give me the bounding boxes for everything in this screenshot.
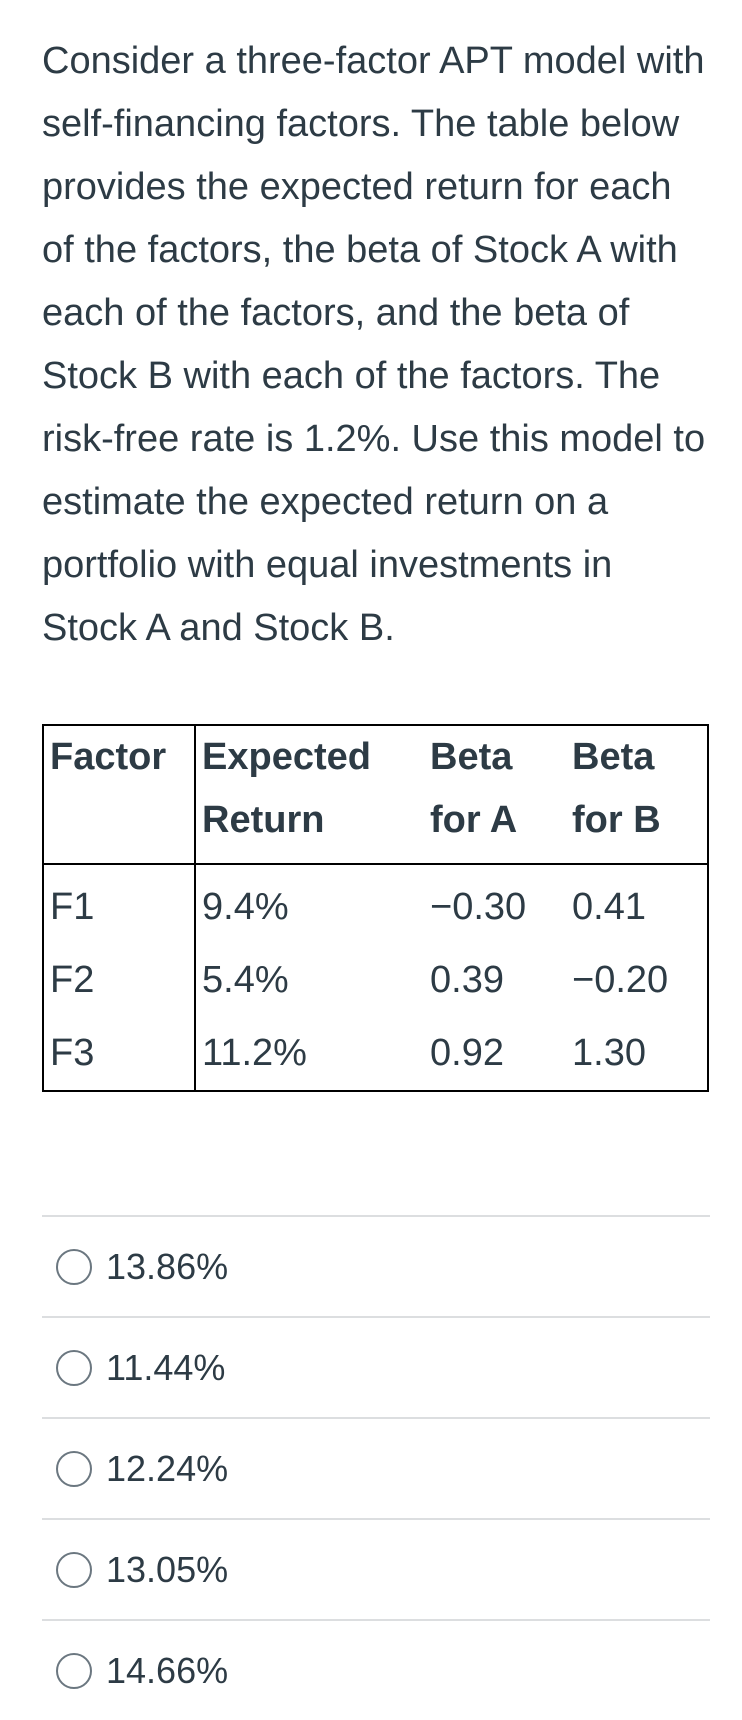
answer-label: 11.44% xyxy=(106,1346,226,1388)
header-factor: Factor xyxy=(43,725,196,865)
header-beta-b: Beta for B xyxy=(566,725,708,865)
cell-expected-return: 5.4% xyxy=(202,959,289,1001)
cell-expected-return: 11.2% xyxy=(202,1032,307,1074)
cell-beta-a: 0.92 xyxy=(430,1032,504,1074)
table-row: F2 5.4% 0.39 −0.20 xyxy=(43,944,708,1017)
cell-factor: F1 xyxy=(43,864,196,944)
cell-expected-return: 9.4% xyxy=(202,886,289,928)
header-expected-return: Expected Return xyxy=(195,725,424,865)
header-beta-a: Beta for A xyxy=(424,725,566,865)
answer-label: 13.86% xyxy=(106,1245,229,1287)
header-expected-line2: Return xyxy=(202,799,325,841)
header-beta-b-line2: for B xyxy=(572,799,661,841)
answer-options: 13.86% 11.44% 12.24% 13.05% 14.66% xyxy=(42,1215,710,1720)
cell-beta-b: 0.41 xyxy=(572,886,646,928)
radio-button[interactable] xyxy=(56,1450,92,1487)
header-beta-b-line1: Beta xyxy=(572,736,655,778)
radio-button[interactable] xyxy=(56,1349,92,1386)
cell-beta-b: 1.30 xyxy=(572,1032,646,1074)
radio-button[interactable] xyxy=(56,1248,92,1285)
answer-option-4[interactable]: 13.05% xyxy=(42,1518,710,1619)
table-row: F3 11.2% 0.92 1.30 xyxy=(43,1017,708,1091)
cell-beta-b: −0.20 xyxy=(572,959,669,1001)
answer-label: 12.24% xyxy=(106,1447,229,1489)
radio-button[interactable] xyxy=(56,1652,92,1689)
answer-option-2[interactable]: 11.44% xyxy=(42,1316,710,1417)
header-beta-a-line2: for A xyxy=(430,799,518,841)
question-text: Consider a three-factor APT model with s… xyxy=(42,40,706,649)
answer-option-3[interactable]: 12.24% xyxy=(42,1417,710,1518)
header-beta-a-line1: Beta xyxy=(430,736,513,778)
table-header-row: Factor Expected Return Beta for A Beta f… xyxy=(43,725,708,865)
answer-option-5[interactable]: 14.66% xyxy=(42,1619,710,1720)
cell-factor: F3 xyxy=(43,1017,196,1091)
cell-beta-a: −0.30 xyxy=(430,886,527,928)
answer-label: 14.66% xyxy=(106,1649,229,1691)
answer-label: 13.05% xyxy=(106,1548,229,1590)
header-factor-label: Factor xyxy=(50,736,167,778)
answer-option-1[interactable]: 13.86% xyxy=(42,1215,710,1316)
cell-factor: F2 xyxy=(43,944,196,1017)
header-expected-line1: Expected xyxy=(202,736,371,778)
radio-button[interactable] xyxy=(56,1551,92,1588)
table-row: F1 9.4% −0.30 0.41 xyxy=(43,864,708,944)
factor-table: Factor Expected Return Beta for A Beta f… xyxy=(42,724,709,1092)
cell-beta-a: 0.39 xyxy=(430,959,504,1001)
